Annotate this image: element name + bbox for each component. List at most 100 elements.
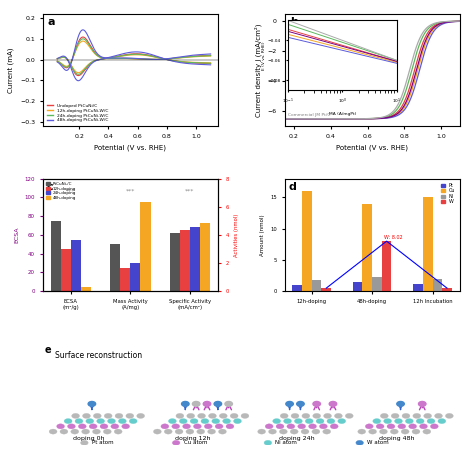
Circle shape bbox=[416, 419, 424, 424]
Bar bbox=[432, 279, 442, 291]
Circle shape bbox=[313, 401, 320, 406]
Circle shape bbox=[198, 413, 206, 419]
Circle shape bbox=[241, 413, 249, 419]
Circle shape bbox=[423, 429, 431, 434]
Circle shape bbox=[376, 424, 384, 429]
Circle shape bbox=[373, 419, 381, 424]
Circle shape bbox=[225, 401, 232, 406]
Circle shape bbox=[176, 413, 184, 419]
Circle shape bbox=[329, 401, 337, 406]
Circle shape bbox=[327, 419, 335, 424]
Circle shape bbox=[412, 429, 420, 434]
Circle shape bbox=[88, 401, 96, 406]
Circle shape bbox=[179, 419, 187, 424]
Circle shape bbox=[190, 419, 198, 424]
Circle shape bbox=[60, 429, 68, 434]
Circle shape bbox=[402, 413, 410, 419]
Bar bbox=[61, 249, 71, 291]
Circle shape bbox=[291, 413, 299, 419]
Bar bbox=[382, 241, 392, 291]
Bar bbox=[423, 197, 432, 291]
Circle shape bbox=[209, 413, 217, 419]
Circle shape bbox=[409, 424, 417, 429]
Bar bbox=[120, 268, 130, 291]
Circle shape bbox=[391, 413, 399, 419]
Circle shape bbox=[86, 419, 94, 424]
Text: c: c bbox=[46, 182, 53, 192]
Circle shape bbox=[365, 424, 373, 429]
Circle shape bbox=[219, 413, 227, 419]
Circle shape bbox=[72, 413, 80, 419]
Bar bbox=[170, 233, 180, 291]
Text: ***: *** bbox=[185, 188, 194, 193]
Circle shape bbox=[114, 429, 122, 434]
Bar bbox=[321, 288, 331, 291]
Circle shape bbox=[383, 419, 392, 424]
Circle shape bbox=[49, 429, 57, 434]
Circle shape bbox=[108, 419, 116, 424]
Circle shape bbox=[201, 419, 209, 424]
Circle shape bbox=[175, 429, 183, 434]
Circle shape bbox=[78, 424, 86, 429]
X-axis label: Potential (V vs. RHE): Potential (V vs. RHE) bbox=[94, 144, 166, 151]
Circle shape bbox=[280, 413, 288, 419]
Circle shape bbox=[430, 424, 438, 429]
Legend: PtCuNi-/C, 12h-doping, 24h-doping, 48h-doping: PtCuNi-/C, 12h-doping, 24h-doping, 48h-d… bbox=[45, 181, 78, 201]
Circle shape bbox=[301, 429, 309, 434]
Circle shape bbox=[111, 424, 119, 429]
Bar bbox=[353, 282, 363, 291]
Text: Ni atom: Ni atom bbox=[275, 440, 297, 445]
X-axis label: Potential (V vs. RHE): Potential (V vs. RHE) bbox=[336, 144, 408, 151]
Circle shape bbox=[424, 413, 432, 419]
Circle shape bbox=[264, 440, 272, 445]
Bar bbox=[140, 202, 151, 291]
Circle shape bbox=[338, 419, 346, 424]
Circle shape bbox=[330, 424, 338, 429]
Bar bbox=[292, 285, 302, 291]
Text: Commercial JM Pt/C: Commercial JM Pt/C bbox=[288, 113, 330, 117]
Circle shape bbox=[103, 429, 111, 434]
Circle shape bbox=[427, 419, 435, 424]
Circle shape bbox=[446, 413, 453, 419]
Circle shape bbox=[89, 424, 97, 429]
Circle shape bbox=[230, 413, 238, 419]
Circle shape bbox=[369, 429, 376, 434]
Circle shape bbox=[283, 419, 292, 424]
Text: W: 8.02: W: 8.02 bbox=[384, 235, 403, 240]
Circle shape bbox=[203, 401, 211, 406]
Circle shape bbox=[192, 401, 200, 406]
Circle shape bbox=[204, 424, 212, 429]
Circle shape bbox=[97, 419, 105, 424]
Circle shape bbox=[286, 401, 293, 406]
Circle shape bbox=[129, 419, 137, 424]
Circle shape bbox=[56, 424, 64, 429]
Text: e: e bbox=[45, 345, 51, 355]
Circle shape bbox=[324, 413, 331, 419]
Circle shape bbox=[122, 424, 129, 429]
Circle shape bbox=[104, 413, 112, 419]
Circle shape bbox=[305, 419, 313, 424]
Circle shape bbox=[312, 429, 320, 434]
Circle shape bbox=[64, 419, 72, 424]
Circle shape bbox=[197, 429, 205, 434]
Circle shape bbox=[223, 419, 230, 424]
Circle shape bbox=[186, 429, 194, 434]
Circle shape bbox=[298, 424, 306, 429]
Circle shape bbox=[398, 424, 406, 429]
Circle shape bbox=[219, 429, 227, 434]
Circle shape bbox=[115, 413, 123, 419]
Text: doping 24h: doping 24h bbox=[279, 436, 315, 441]
Circle shape bbox=[193, 424, 201, 429]
Circle shape bbox=[168, 419, 176, 424]
Legend: Pt, Cu, Ni, W: Pt, Cu, Ni, W bbox=[439, 181, 457, 207]
Circle shape bbox=[345, 413, 353, 419]
Text: doping 48h: doping 48h bbox=[380, 436, 415, 441]
Circle shape bbox=[335, 413, 342, 419]
Circle shape bbox=[294, 419, 302, 424]
Circle shape bbox=[81, 440, 88, 445]
Text: Cu atom: Cu atom bbox=[183, 440, 207, 445]
Text: Surface reconstruction: Surface reconstruction bbox=[55, 350, 142, 360]
Circle shape bbox=[93, 413, 101, 419]
Circle shape bbox=[302, 413, 310, 419]
Circle shape bbox=[126, 413, 134, 419]
